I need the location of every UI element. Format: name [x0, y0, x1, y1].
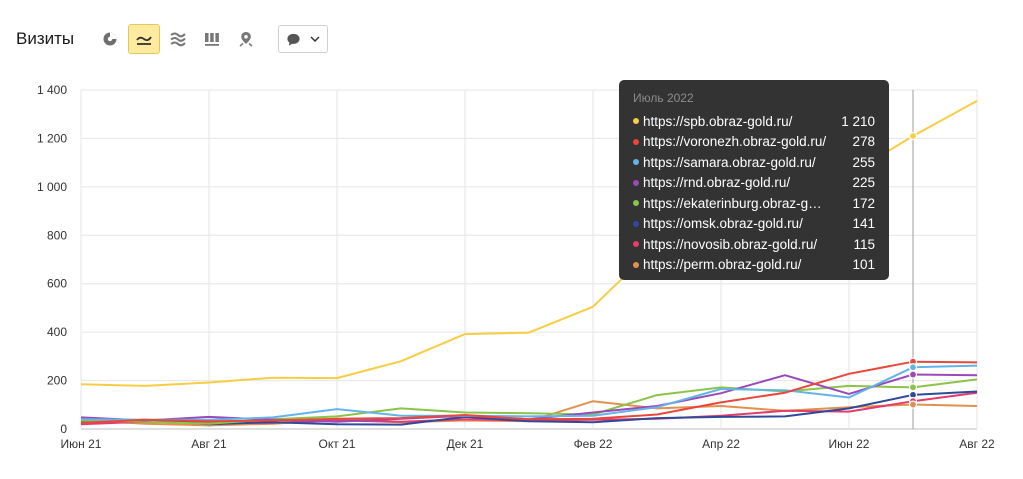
chart-toolbar: Визиты: [16, 24, 329, 54]
series-line: [80, 364, 978, 421]
line-chart-button[interactable]: [128, 24, 161, 54]
x-tick-label: Июн 21: [61, 437, 102, 451]
tooltip-series-value: 278: [852, 134, 875, 150]
map-button[interactable]: [230, 24, 262, 54]
tooltip-series-value: 141: [852, 216, 875, 232]
x-tick-label: Дек 21: [447, 437, 484, 451]
chevron-down-icon: [310, 36, 320, 43]
y-tick-label: 600: [47, 277, 67, 291]
tooltip-series-value: 115: [853, 236, 875, 252]
x-tick-label: Окт 21: [319, 437, 356, 451]
tooltip-series-name: https://rnd.obraz-gold.ru/: [643, 175, 791, 191]
hover-point: [908, 370, 918, 379]
x-tick-label: Авг 22: [959, 437, 995, 451]
tooltip-series-value: 101: [852, 257, 875, 273]
tooltip-row: https://rnd.obraz-gold.ru/225: [633, 173, 875, 194]
tooltip-series-name: https://samara.obraz-gold.ru/: [643, 154, 816, 170]
x-tick-label: Апр 22: [702, 437, 740, 451]
y-tick-label: 1 000: [37, 180, 67, 194]
series-line: [80, 360, 978, 424]
y-tick-label: 1 200: [37, 131, 67, 145]
series-line: [80, 390, 978, 426]
map-pin-icon: [239, 32, 253, 47]
x-tick-label: Фев 22: [574, 437, 613, 451]
legend-dot: [633, 179, 639, 186]
annotations-dropdown[interactable]: [278, 25, 329, 53]
tooltip-series-name: https://voronezh.obraz-gold.ru/: [643, 134, 827, 150]
legend-dot: [633, 118, 639, 125]
legend-dot: [633, 159, 639, 166]
legend-dot: [633, 261, 639, 268]
line-chart-icon: [136, 36, 152, 45]
chart-series: [80, 100, 978, 427]
x-axis: Июн 21 Авг 21 Окт 21 Дек 21 Фев 22 Апр 22 Июн …: [61, 437, 996, 451]
x-tick-label: Авг 21: [191, 437, 227, 451]
y-tick-label: 800: [47, 228, 67, 242]
tooltip-series-name: https://ekaterinburg.obraz-gold.ru/: [643, 195, 829, 211]
legend-dot: [633, 138, 639, 145]
pie-chart-icon: [103, 32, 117, 46]
legend-dot: [633, 220, 639, 227]
tooltip-row: https://voronezh.obraz-gold.ru/278: [633, 132, 875, 153]
tooltip-series-name: https://perm.obraz-gold.ru/: [643, 257, 802, 273]
legend-dot: [633, 200, 639, 207]
tooltip-series-name: https://spb.obraz-gold.ru/: [643, 113, 793, 129]
tooltip-row: https://perm.obraz-gold.ru/101: [633, 255, 875, 276]
y-tick-label: 1 400: [37, 83, 67, 97]
tooltip-series-name: https://omsk.obraz-gold.ru/: [643, 216, 803, 232]
tooltip-title: Июль 2022: [633, 91, 694, 105]
tooltip-row: https://spb.obraz-gold.ru/1 210: [633, 111, 875, 132]
area-chart-icon: [170, 32, 186, 47]
y-axis: 0 200 400 600 800 1 000 1 200 1 400: [37, 83, 67, 436]
tooltip-series-value: 172: [852, 195, 875, 211]
y-tick-label: 400: [47, 325, 67, 339]
hover-point: [908, 400, 918, 409]
tooltip-series-value: 255: [852, 154, 875, 170]
tooltip-series-value: 225: [852, 175, 875, 191]
tooltip-rows: https://spb.obraz-gold.ru/1 210 https://v…: [633, 111, 875, 275]
hover-point: [908, 131, 918, 141]
tooltip-row: https://samara.obraz-gold.ru/255: [633, 152, 875, 173]
area-chart-button[interactable]: [162, 24, 194, 54]
bar-chart-button[interactable]: [196, 24, 228, 54]
tooltip-row: https://ekaterinburg.obraz-gold.ru/172: [633, 193, 875, 214]
chart-hover-markers: [908, 90, 918, 429]
tooltip-row: https://novosib.obraz-gold.ru/115: [633, 234, 875, 255]
tooltip-series-name: https://novosib.obraz-gold.ru/: [643, 236, 818, 252]
y-tick-label: 200: [47, 374, 67, 388]
speech-bubble-icon: [287, 33, 300, 46]
chart-tooltip: Июль 2022 https://spb.obraz-gold.ru/1 21…: [619, 80, 889, 280]
legend-dot: [633, 241, 639, 248]
tooltip-row: https://omsk.obraz-gold.ru/141: [633, 214, 875, 235]
x-tick-label: Июн 22: [829, 437, 870, 451]
bar-chart-icon: [205, 33, 220, 46]
y-tick-label: 0: [60, 422, 67, 436]
tooltip-series-value: 1 210: [841, 113, 875, 129]
hover-point: [908, 383, 918, 392]
chart-title: Визиты: [16, 29, 75, 48]
hover-point: [908, 363, 918, 372]
pie-chart-button[interactable]: [94, 24, 126, 54]
